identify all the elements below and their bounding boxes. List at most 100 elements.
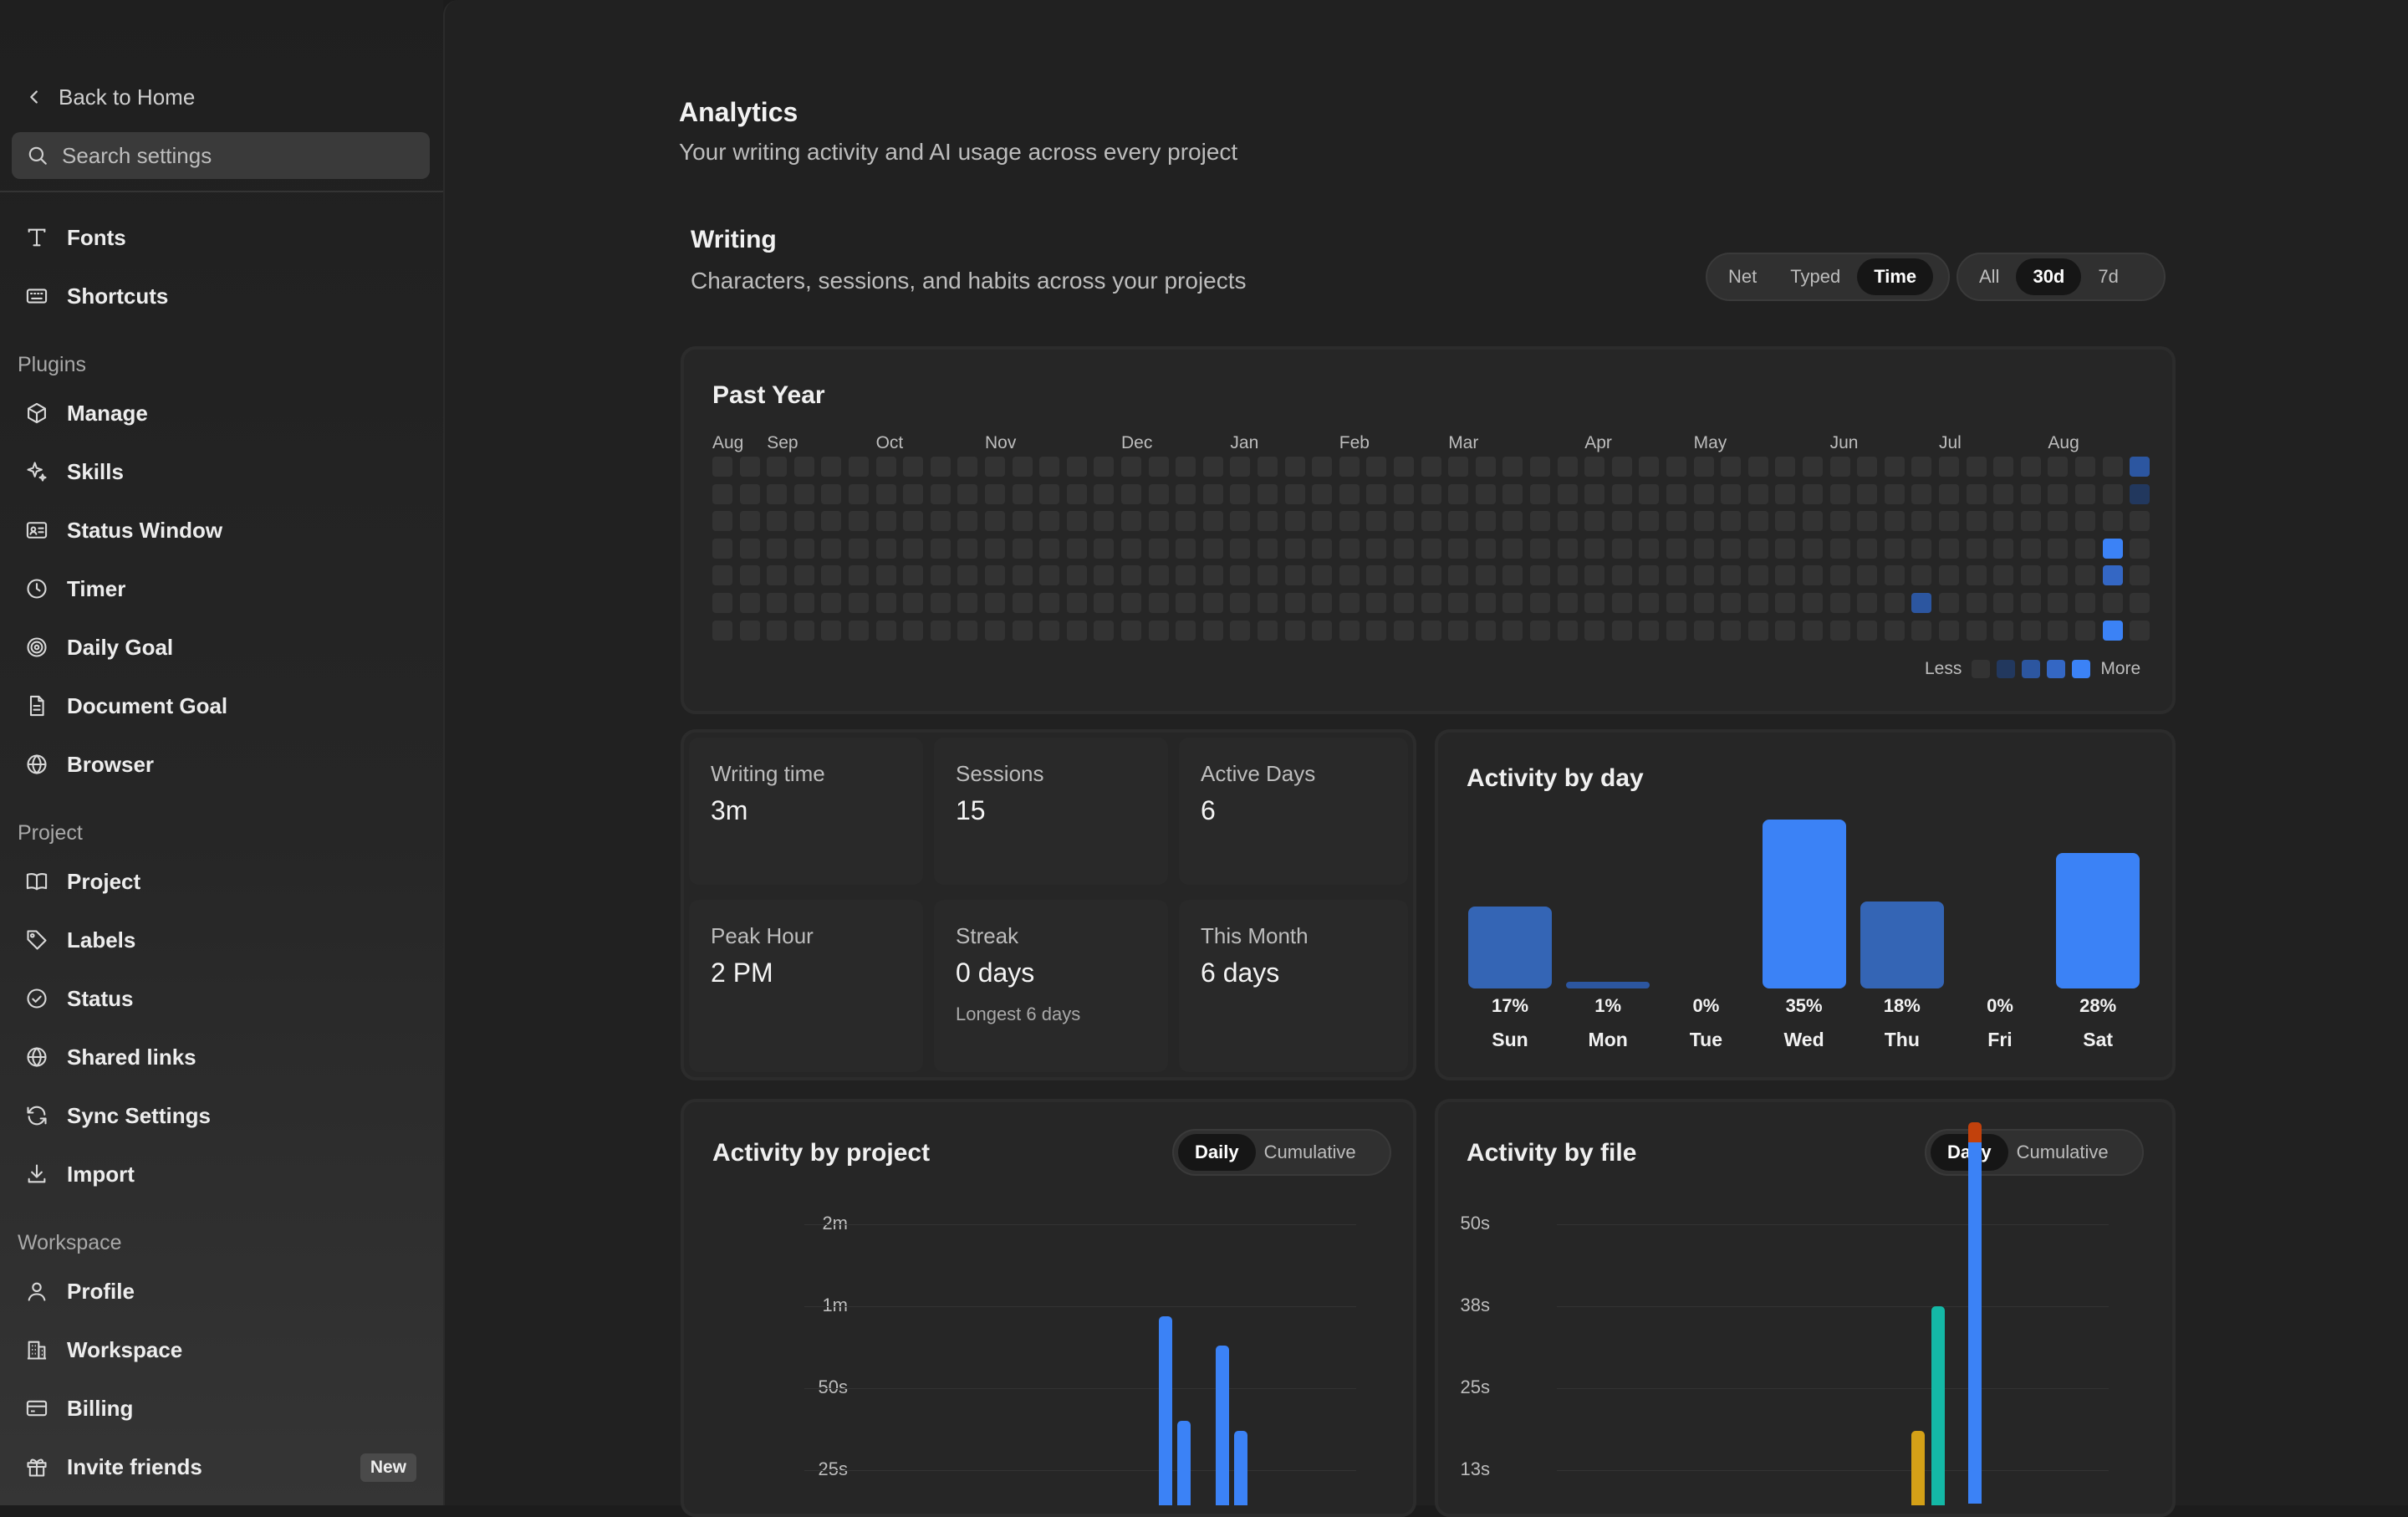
sidebar-item-invite-friends[interactable]: Invite friends New	[12, 1442, 430, 1492]
heatmap-cell	[930, 483, 951, 504]
sidebar-item-import[interactable]: Import	[12, 1149, 430, 1199]
heatmap-cell	[1611, 565, 1632, 586]
search-input[interactable]	[60, 141, 415, 170]
sidebar-item-manage[interactable]: Manage	[12, 388, 430, 438]
sidebar-item-status-window[interactable]: Status Window	[12, 505, 430, 555]
heatmap-cell	[1557, 620, 1578, 641]
heatmap-cell	[1966, 620, 1987, 641]
metric-option-net[interactable]: Net	[1728, 266, 1758, 287]
heatmap-cell	[1366, 565, 1387, 586]
range-option-all[interactable]: All	[1979, 266, 2000, 287]
heatmap-cell	[849, 620, 869, 641]
sidebar-item-label: Skills	[67, 458, 124, 484]
heatmap-cell	[1666, 511, 1686, 532]
heatmap-cell	[1094, 511, 1115, 532]
sidebar-item-status[interactable]: Status	[12, 973, 430, 1024]
heatmap-cell	[1857, 457, 1878, 477]
heatmap-cell	[1857, 620, 1878, 641]
sidebar-item-fonts[interactable]: Fonts	[12, 212, 430, 263]
heatmap-cell	[1639, 565, 1660, 586]
package-icon	[28, 402, 46, 424]
heatmap-cell	[739, 511, 760, 532]
heatmap-cell	[1448, 593, 1469, 613]
sidebar-item-sync-settings[interactable]: Sync Settings	[12, 1091, 430, 1141]
heatmap-cell	[1366, 593, 1387, 613]
heatmap-cell	[1803, 483, 1823, 504]
heatmap-cell	[875, 457, 896, 477]
heatmap-cell	[2048, 620, 2069, 641]
heatmap-cell	[1176, 511, 1196, 532]
heatmap-cell	[1148, 483, 1169, 504]
sidebar-item-skills[interactable]: Skills	[12, 447, 430, 497]
heatmap-cell	[903, 565, 924, 586]
heatmap-cell	[1202, 565, 1223, 586]
heatmap-cell	[1202, 483, 1223, 504]
sidebar-item-label: Workspace	[67, 1336, 183, 1362]
sidebar-item-browser[interactable]: Browser	[12, 739, 430, 789]
file-option-cumulative[interactable]: Cumulative	[2016, 1142, 2109, 1162]
project-option-daily[interactable]: Daily	[1178, 1134, 1256, 1171]
heatmap-cell	[849, 483, 869, 504]
heatmap-cell	[1829, 511, 1850, 532]
heatmap-cell	[1857, 565, 1878, 586]
sidebar-item-billing[interactable]: Billing	[12, 1383, 430, 1433]
sidebar-item-daily-goal[interactable]: Daily Goal	[12, 622, 430, 672]
heatmap-cell	[821, 538, 842, 559]
heatmap-cell	[1230, 565, 1251, 586]
heatmap-cell	[712, 538, 732, 559]
heatmap-month-label: Oct	[875, 433, 904, 452]
heatmap-cell	[957, 483, 978, 504]
heatmap-title: Past Year	[712, 381, 825, 409]
heatmap-cell	[739, 538, 760, 559]
project-chart-y-tick: 25s	[818, 1458, 848, 1479]
heatmap-cell	[1176, 483, 1196, 504]
heatmap-cell	[793, 593, 814, 613]
sidebar-item-profile[interactable]: Profile	[12, 1266, 430, 1316]
heatmap-cell	[1339, 620, 1360, 641]
heatmap-cell	[1721, 511, 1742, 532]
heatmap-cell	[1557, 538, 1578, 559]
sidebar-item-label: Labels	[67, 927, 136, 953]
search-box[interactable]	[12, 132, 430, 179]
clock-icon	[27, 579, 47, 599]
stat-active-days: Active Days 6	[1179, 738, 1408, 885]
range-option-30d[interactable]: 30d	[2016, 258, 2082, 295]
sidebar-item-workspace[interactable]: Workspace	[12, 1325, 430, 1375]
heatmap-cell	[875, 565, 896, 586]
sidebar-item-project[interactable]: Project	[12, 856, 430, 907]
heatmap-cell	[1121, 565, 1141, 586]
stat-value: 0 days	[956, 958, 1035, 988]
project-option-cumulative[interactable]: Cumulative	[1263, 1142, 1356, 1162]
sidebar-item-shared-links[interactable]: Shared links	[12, 1032, 430, 1082]
metric-option-time[interactable]: Time	[1857, 258, 1934, 295]
sidebar-divider	[0, 191, 443, 192]
heatmap-cell	[1611, 483, 1632, 504]
sidebar-item-timer[interactable]: Timer	[12, 564, 430, 614]
heatmap-cell	[821, 483, 842, 504]
heatmap-cell	[767, 511, 788, 532]
heatmap-cell	[849, 538, 869, 559]
heatmap-cell	[1421, 457, 1441, 477]
metric-option-typed[interactable]: Typed	[1790, 266, 1841, 287]
back-to-home-link[interactable]: Back to Home	[25, 80, 195, 114]
heatmap-cell	[2102, 457, 2123, 477]
heatmap-cell	[2075, 483, 2095, 504]
range-option-7d[interactable]: 7d	[2098, 266, 2119, 287]
heatmap-cell	[1039, 565, 1060, 586]
day-name-label: Sat	[2083, 1029, 2114, 1050]
heatmap-cell	[2048, 538, 2069, 559]
heatmap-cell	[1993, 483, 2014, 504]
sidebar-item-label: Browser	[67, 751, 155, 777]
heatmap-cell	[957, 538, 978, 559]
sidebar-item-labels[interactable]: Labels	[12, 915, 430, 965]
heatmap-cell	[1721, 483, 1742, 504]
heatmap-cell	[1094, 483, 1115, 504]
heatmap-cell	[1693, 538, 1714, 559]
sidebar-item-document-goal[interactable]: Document Goal	[12, 681, 430, 731]
heatmap-cell	[793, 565, 814, 586]
heatmap-cell	[1339, 457, 1360, 477]
sidebar-item-shortcuts[interactable]: Shortcuts	[12, 271, 430, 321]
heatmap-cell	[2075, 565, 2095, 586]
activity-by-day-title: Activity by day	[1467, 764, 1644, 792]
heatmap-cell	[712, 565, 732, 586]
